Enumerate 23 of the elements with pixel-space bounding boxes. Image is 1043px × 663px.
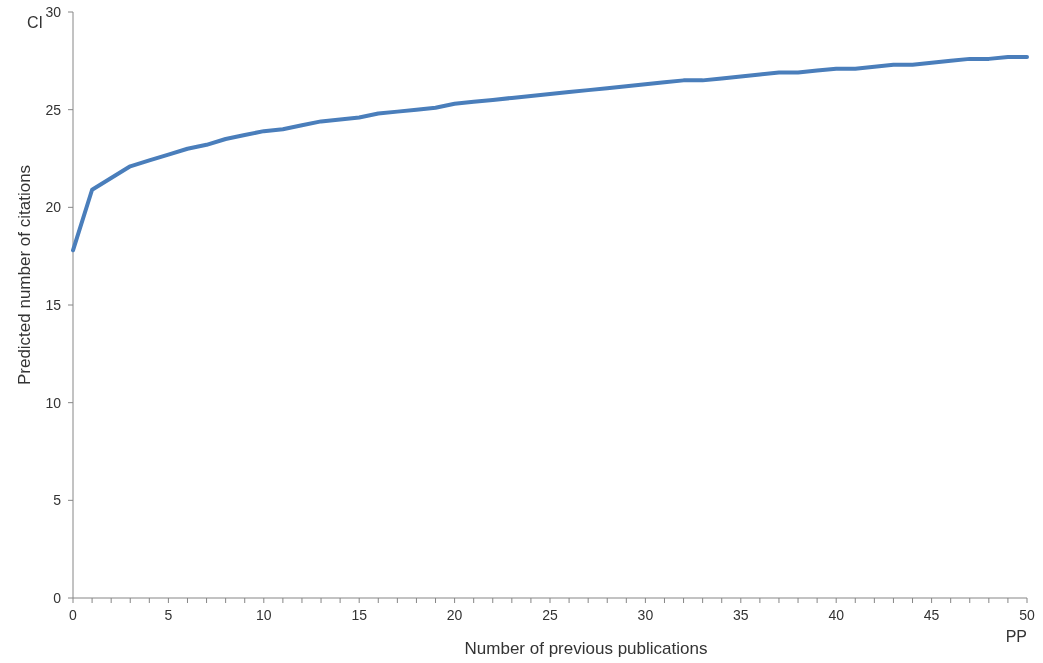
y-tick-label: 5: [53, 492, 62, 509]
line-series: [71, 54, 1029, 253]
x-axis-title: Number of previous publications: [464, 639, 708, 658]
y-tick-label: 20: [45, 199, 62, 216]
x-tick-label: 50: [1019, 607, 1035, 623]
y-tick-label: 0: [53, 589, 62, 606]
y-tick-label: 25: [45, 101, 62, 118]
x-tick-label: 45: [923, 607, 940, 623]
text: CI: [27, 14, 43, 31]
x-tick-label: 30: [637, 607, 654, 623]
y-tick-label: 15: [45, 296, 62, 313]
x-tick-label: 35: [733, 607, 749, 623]
x-tick-label: 15: [351, 607, 368, 623]
x-tick-label: 5: [164, 607, 173, 623]
x-tick-label: 20: [446, 607, 463, 623]
x-tick-label: 10: [256, 607, 272, 623]
text: PP: [1005, 628, 1027, 645]
x-tick-label: 40: [828, 607, 845, 623]
y-tick-label: 30: [45, 3, 62, 20]
y-tick-label: 10: [45, 394, 62, 411]
x-tick-label: 25: [542, 607, 558, 623]
y-axis-title: Predicted number of citations: [15, 164, 34, 386]
x-tick-label: 0: [69, 607, 78, 623]
